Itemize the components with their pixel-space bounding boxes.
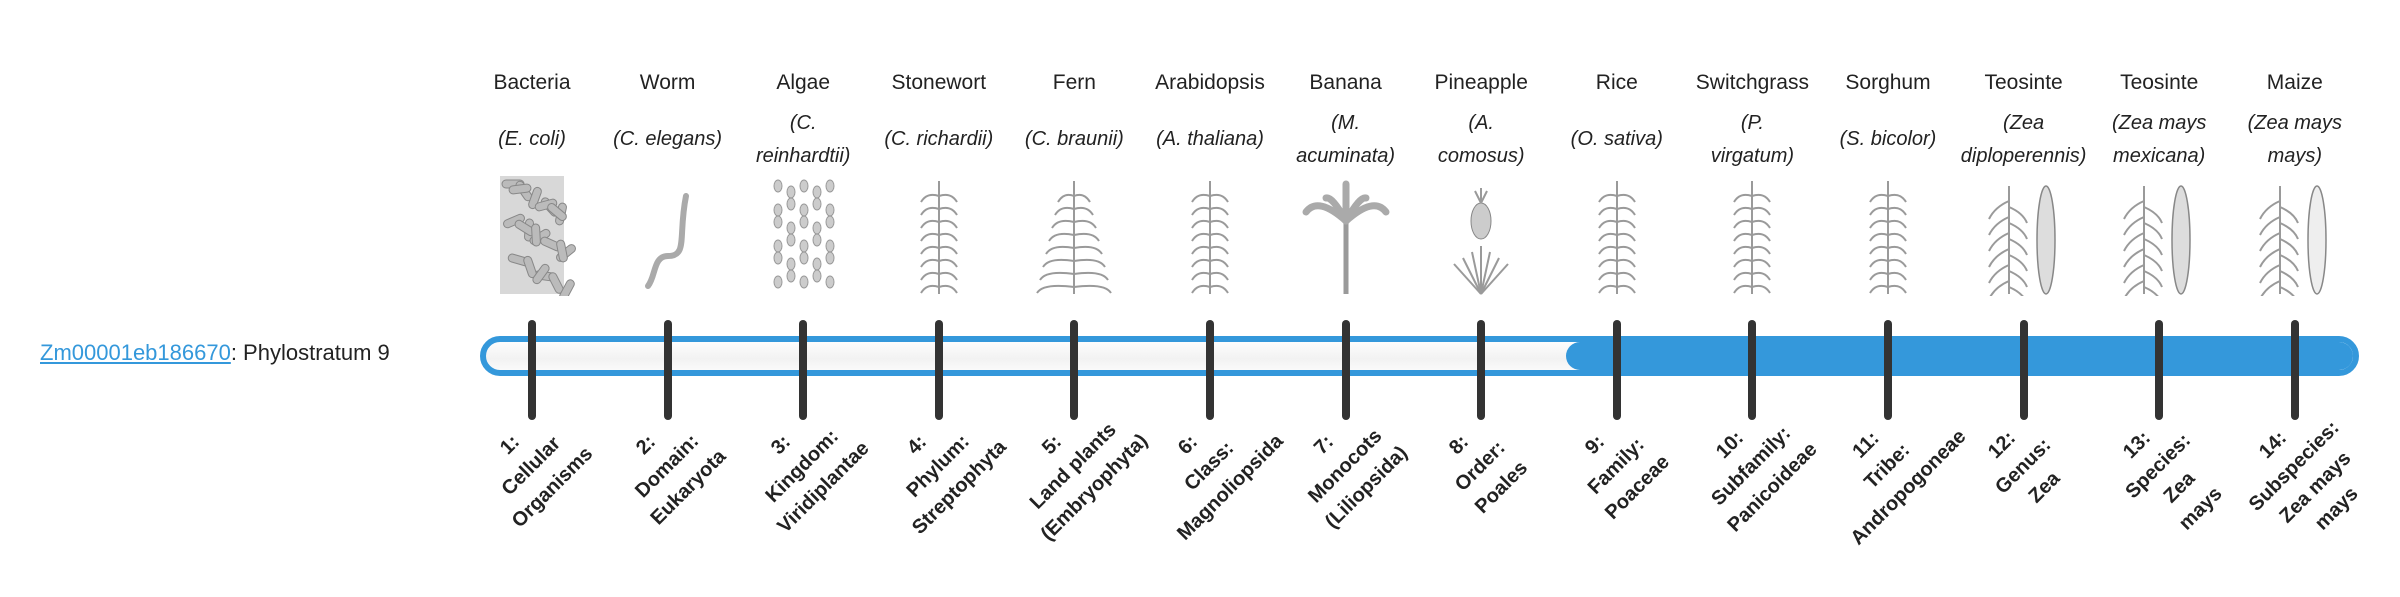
scientific-name-line: mexicana) — [2113, 145, 2206, 167]
scientific-name-line: (S. bicolor) — [1839, 128, 1937, 150]
scientific-name-line: diploperennis) — [1960, 145, 2087, 167]
arabidopsis-icon — [1160, 176, 1260, 296]
organism-scientific-name: (O. sativa) — [1529, 123, 1705, 156]
scientific-name-line: (A. — [1468, 112, 1494, 134]
switchgrass-icon — [1702, 176, 1802, 296]
organism-common-name: Worm — [639, 71, 696, 94]
rice-icon — [1567, 176, 1667, 296]
organism-scientific-name: (E. coli) — [444, 123, 620, 156]
organism-scientific-name: (C. elegans) — [580, 123, 756, 156]
gene-phylostratum-label: Zm00001eb186670: Phylostratum 9 — [40, 339, 390, 367]
scientific-name-line: reinhardtii) — [755, 145, 851, 167]
fern-icon — [1024, 176, 1124, 296]
organism-common-name: Pineapple — [1434, 71, 1528, 94]
organism-common-name: Algae — [776, 71, 831, 94]
maize-icon — [2245, 176, 2345, 304]
organism-common-name: Banana — [1309, 71, 1382, 94]
organism-scientific-name: (Zea diploperennis) — [1936, 107, 2112, 173]
organism-common-name: Arabidopsis — [1155, 71, 1265, 94]
organism-common-name: Rice — [1595, 71, 1638, 94]
organism-scientific-name: (C. reinhardtii) — [715, 107, 891, 173]
gene-id-link[interactable]: Zm00001eb186670 — [40, 340, 231, 365]
organism-common-name: Maize — [2266, 71, 2323, 94]
stratum-tick — [934, 320, 943, 420]
scientific-name-line: mays) — [2267, 145, 2323, 167]
scientific-name-line: (P. — [1740, 112, 1764, 134]
organism-scientific-name: (A. thaliana) — [1122, 123, 1298, 156]
teosinte-icon — [2109, 176, 2209, 304]
scientific-name-line: (C. braunii) — [1024, 128, 1124, 150]
organism-common-name: Stonewort — [891, 71, 987, 94]
stratum-tick — [2019, 320, 2028, 420]
stratum-tick — [1612, 320, 1621, 420]
scientific-name-line: virgatum) — [1710, 145, 1795, 167]
sorghum-icon — [1838, 176, 1938, 296]
stratum-tick — [799, 320, 808, 420]
phylostratum-bar — [480, 336, 2359, 376]
stratum-tick — [1070, 320, 1079, 420]
organism-common-name: Bacteria — [493, 71, 571, 94]
organism-scientific-name: (C. braunii) — [986, 123, 1162, 156]
phylostratum-fill — [1565, 342, 2353, 370]
scientific-name-line: (C. — [789, 112, 817, 134]
organism-scientific-name: (P. virgatum) — [1664, 107, 1840, 173]
stratum-tick — [2155, 320, 2164, 420]
scientific-name-line: (M. — [1331, 112, 1361, 134]
teosinte-icon — [1974, 176, 2074, 304]
organism-scientific-name: (S. bicolor) — [1800, 123, 1976, 156]
organism-scientific-name: (Zea mays mexicana) — [2071, 107, 2247, 173]
stratum-tick — [528, 320, 536, 420]
stratum-tick — [1748, 320, 1757, 420]
scientific-name-line: comosus) — [1437, 145, 1525, 167]
stratum-tick — [1341, 320, 1350, 420]
organism-scientific-name: (M. acuminata) — [1258, 107, 1434, 173]
scientific-name-line: (O. sativa) — [1570, 128, 1663, 150]
stratum-tick — [663, 320, 672, 420]
scientific-name-line: acuminata) — [1296, 145, 1396, 167]
banana-icon — [1296, 176, 1396, 296]
scientific-name-line: (Zea — [2003, 112, 2045, 134]
stonewort-icon — [889, 176, 989, 296]
phylostratum-text: : Phylostratum 9 — [230, 340, 390, 365]
organism-common-name: Switchgrass — [1695, 71, 1809, 94]
scientific-name-line: (C. elegans) — [613, 128, 723, 150]
stratum-tick — [1206, 320, 1214, 420]
scientific-name-line: (A. thaliana) — [1156, 128, 1264, 150]
organism-common-name: Fern — [1052, 71, 1096, 94]
organism-common-name: Sorghum — [1845, 71, 1931, 94]
organism-scientific-name: (C. richardii) — [851, 123, 1027, 156]
scientific-name-line: (E. coli) — [498, 128, 566, 150]
algae-icon — [753, 176, 853, 296]
scientific-name-line: (Zea mays — [2247, 112, 2343, 134]
stratum-tick — [2290, 320, 2299, 420]
scientific-name-line: (C. richardii) — [884, 128, 994, 150]
organism-common-name: Teosinte — [1984, 71, 2063, 94]
organism-scientific-name: (A. comosus) — [1393, 107, 1569, 173]
scientific-name-line: (Zea mays — [2111, 112, 2207, 134]
pineapple-icon — [1431, 176, 1531, 296]
worm-icon — [618, 176, 718, 296]
organism-common-name: Teosinte — [2120, 71, 2199, 94]
stratum-tick — [1477, 320, 1486, 420]
bacteria-icon — [482, 176, 582, 301]
organism-scientific-name: (Zea mays mays) — [2207, 107, 2383, 173]
stratum-tick — [1884, 320, 1892, 420]
